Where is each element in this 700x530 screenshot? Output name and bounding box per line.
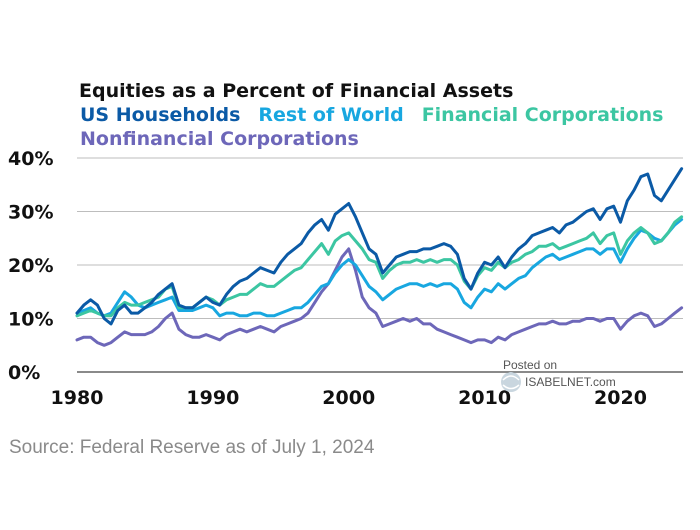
- chart-title: Equities as a Percent of Financial Asset…: [79, 80, 513, 102]
- equities-chart: Equities as a Percent of Financial Asset…: [8, 80, 684, 409]
- watermark-line2: ISABELNET.com: [525, 375, 616, 389]
- legend-item-financial-corporations: Financial Corporations: [422, 104, 664, 126]
- watermark-line1: Posted on: [503, 358, 557, 372]
- x-tick-label: 1980: [51, 387, 104, 409]
- watermark: Posted on ISABELNET.com: [501, 358, 616, 392]
- legend-item-rest-of-world: Rest of World: [258, 104, 403, 126]
- series-line-us-households: [75, 167, 684, 326]
- y-tick-label: 10%: [8, 309, 53, 331]
- legend-item-nonfinancial-corporations: Nonfinancial Corporations: [80, 128, 359, 150]
- x-tick-label: 2010: [458, 387, 511, 409]
- legend: US Households Rest of World Financial Corp…: [80, 104, 663, 150]
- x-tick-label: 2020: [594, 387, 647, 409]
- y-tick-label: 0%: [8, 362, 40, 384]
- series-lines: [75, 167, 684, 347]
- x-axis: 1980 1990 2000 2010 2020: [51, 387, 647, 409]
- y-tick-label: 30%: [8, 202, 53, 224]
- x-tick-label: 1990: [186, 387, 239, 409]
- x-tick-label: 2000: [322, 387, 375, 409]
- y-tick-label: 20%: [8, 255, 53, 277]
- source-note: Source: Federal Reserve as of July 1, 20…: [9, 437, 375, 458]
- y-axis: 0% 10% 20% 30% 40%: [8, 148, 53, 384]
- legend-item-us-households: US Households: [80, 104, 240, 126]
- series-line-nonfinancial-corporations: [75, 247, 684, 347]
- globe-icon-lines: [502, 375, 520, 390]
- y-tick-label: 40%: [8, 148, 53, 170]
